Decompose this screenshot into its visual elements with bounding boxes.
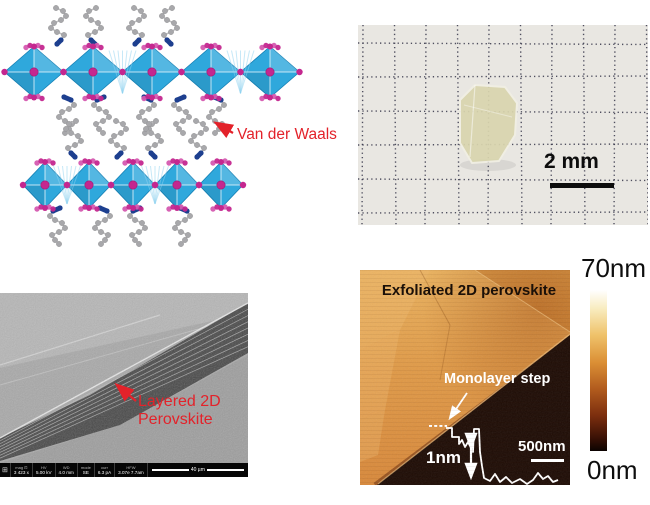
sem-infobar-value: 3 423 x <box>13 469 29 475</box>
sem-annotation-line2: Perovskite <box>138 411 213 428</box>
sem-infobar-cell: HFW 3.07e 7.7am <box>114 463 147 477</box>
sem-infobar-cell: HV 5.00 kV <box>31 463 55 477</box>
graph-paper-image <box>357 24 649 226</box>
colorbar-min-label: 0nm <box>587 455 638 485</box>
sem-infobar: ⊞ mag ⊡ 3 423 x HV 5.00 kV WD 4.0 mm mode SE curr… <box>0 463 248 477</box>
colorbar-max-label: 70nm <box>581 253 647 283</box>
sem-infobar-value: 5.00 kV <box>35 469 52 475</box>
sem-image-panel: Layered 2D Perovskite ⊞ mag ⊡ 3 423 x HV 5.0… <box>0 293 249 477</box>
photo-scale-label: 2 mm <box>544 150 599 173</box>
afm-topography <box>360 269 572 487</box>
sem-infobar-label: HV <box>40 464 47 470</box>
sem-annotation-line1: Layered 2D <box>138 393 221 410</box>
sem-infobar-label: WD <box>62 464 70 470</box>
afm-scale-bar <box>531 459 564 462</box>
van-der-waals-arrow <box>213 121 235 139</box>
afm-image-panel: Exfoliated 2D perovskite Monolayer step … <box>360 269 572 487</box>
sem-infobar-label: HFW <box>126 464 136 470</box>
sem-infobar-value: 3.07e 7.7am <box>118 469 144 475</box>
afm-scale-label: 500nm <box>518 438 566 455</box>
afm-title: Exfoliated 2D perovskite <box>381 282 557 299</box>
sem-infobar-cell: WD 4.0 mm <box>54 463 77 477</box>
photo-scale-bar <box>550 183 614 188</box>
step-height-label: 1nm <box>426 448 461 467</box>
monolayer-step-label: Monolayer step <box>444 371 551 387</box>
crystal-structure-panel <box>1 5 303 247</box>
sem-infobar-cell: mode SE <box>76 463 94 477</box>
sem-infobar-cell: mag ⊡ 3 423 x <box>9 463 32 477</box>
sem-annotation-arrow <box>114 382 137 402</box>
atoms <box>1 42 303 212</box>
afm-colorbar <box>590 290 607 451</box>
sem-infobar-label: curr <box>101 464 108 470</box>
octahedra-layers <box>3 45 301 209</box>
sem-infobar-value: 4.0 mm <box>58 469 74 475</box>
organic-chains <box>47 5 227 247</box>
van-der-waals-label: Van der Waals <box>237 126 337 143</box>
crystal-photo-panel: 2 mm <box>357 24 649 226</box>
sem-infobar-value: 6.3 pA <box>97 469 112 475</box>
sem-micrograph <box>0 293 249 463</box>
crystal <box>459 84 518 164</box>
sem-infobar-cell: curr 6.3 pA <box>93 463 114 477</box>
monolayer-step-arrow <box>448 392 468 421</box>
sem-scale-bar: 40 µm <box>146 463 248 477</box>
sem-logo-icon: ⊞ <box>2 467 8 474</box>
sem-infobar-value: SE <box>82 469 89 475</box>
sem-annotation: Layered 2D Perovskite <box>138 393 221 429</box>
sem-infobar-label: mag ⊡ <box>15 464 28 470</box>
height-profile-trace <box>446 427 559 485</box>
sem-scale-label: 40 µm <box>190 467 205 473</box>
sem-infobar-label: mode <box>80 464 91 470</box>
